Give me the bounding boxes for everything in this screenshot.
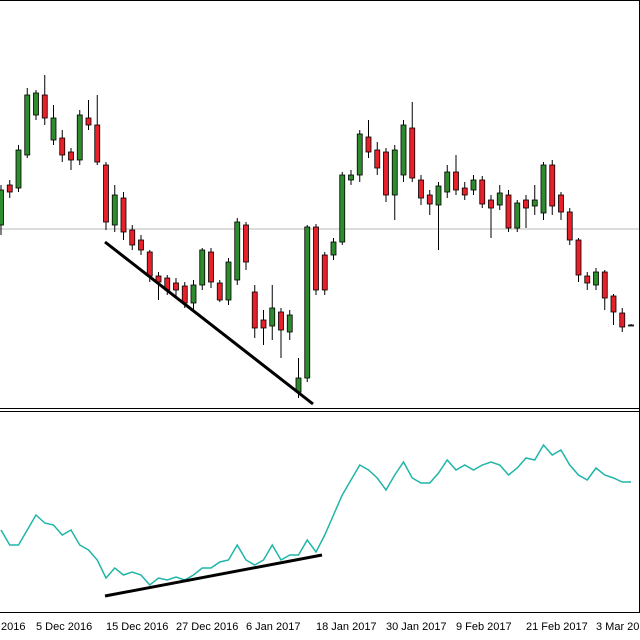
candle-body (208, 251, 214, 283)
x-tick-label: 3 Mar 201 (596, 621, 640, 633)
candle-body (173, 282, 179, 291)
x-tick-label: 30 Jan 2017 (386, 621, 447, 633)
candle-body (400, 124, 407, 176)
candle-body (356, 133, 363, 176)
x-tick-label: 27 Dec 2016 (176, 621, 238, 633)
candle-body (531, 199, 538, 207)
candle-body (68, 151, 74, 161)
candle-body (234, 221, 241, 281)
candle-body (33, 92, 39, 116)
candle-body (514, 202, 521, 229)
candle-body (138, 239, 144, 251)
candle-body (278, 311, 284, 331)
candle-body (15, 149, 22, 189)
candle-body (558, 194, 564, 213)
candle-body (435, 185, 442, 206)
x-tick-label: 21 Feb 2017 (526, 621, 588, 633)
candle-body (251, 291, 258, 329)
candle-body (330, 241, 337, 256)
candle-body (120, 197, 127, 233)
candle-body (286, 314, 293, 333)
candle-body (146, 251, 153, 277)
candle-body (505, 194, 512, 229)
candle-body (260, 319, 267, 329)
candle-body (523, 199, 529, 209)
candle-body (103, 164, 109, 223)
candle-body (566, 211, 573, 241)
candle-body (628, 324, 634, 327)
candle-body (269, 307, 276, 327)
candle-body (365, 136, 372, 153)
candle-body (59, 137, 66, 156)
trend-line (104, 553, 323, 598)
x-tick-label: 18 Jan 2017 (316, 621, 377, 633)
candle-body (391, 149, 398, 196)
candle-body (50, 117, 57, 141)
candle-body (470, 179, 477, 191)
oscillator-line (0, 443, 631, 587)
candle-body (225, 261, 232, 301)
candle-body (85, 117, 92, 126)
candle-body (111, 194, 118, 226)
candle-body (243, 224, 249, 263)
candle-body (129, 229, 136, 246)
candle-body (540, 164, 547, 214)
candle-body (348, 174, 354, 181)
candle-body (190, 284, 197, 304)
candle-body (610, 295, 617, 313)
candle-body (24, 94, 31, 156)
candle-body (216, 282, 223, 301)
candle-body (383, 151, 389, 196)
candle-body (339, 174, 346, 243)
candle-body (76, 114, 83, 161)
candle-body (444, 171, 451, 193)
candle-body (488, 199, 494, 209)
candle-body (41, 94, 48, 119)
candle-body (496, 192, 503, 206)
x-tick-label: 5 Dec 2016 (36, 621, 92, 633)
x-tick-label: 15 Dec 2016 (106, 621, 168, 633)
candle-body (584, 275, 591, 284)
candle-body (321, 254, 328, 291)
candle-body (479, 179, 486, 205)
candle-body (181, 285, 188, 304)
candle-body (619, 312, 626, 328)
x-tick-label: 6 Jan 2017 (246, 621, 300, 633)
candle-body (453, 171, 459, 191)
trend-line (104, 240, 314, 406)
candle-body (549, 164, 556, 207)
candle-body (374, 149, 381, 169)
x-tick-label: 9 Feb 2017 (456, 621, 512, 633)
candle-body (6, 184, 13, 193)
candle-body (593, 271, 599, 286)
candle-body (418, 179, 424, 199)
candle-body (313, 226, 319, 291)
candle-body (304, 226, 311, 379)
candle-body (199, 249, 206, 286)
candle-body (409, 127, 416, 179)
candle-body (426, 194, 433, 205)
candle-body (461, 187, 468, 196)
x-tick-label: 2016 (1, 621, 25, 633)
candle-body (94, 124, 101, 163)
candle-body (0, 189, 4, 226)
marks: 2016 5 Dec 2016 15 Dec 2016 27 Dec 2016 6 Ja… (0, 75, 640, 633)
candle-body (601, 271, 608, 299)
candle-body (575, 239, 582, 276)
